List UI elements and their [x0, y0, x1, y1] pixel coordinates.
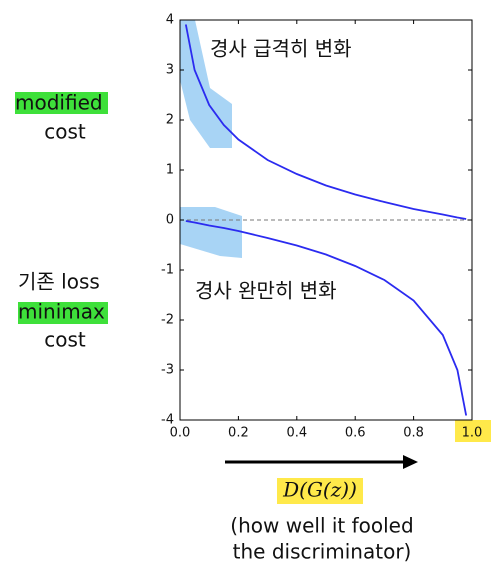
arrow-head	[403, 455, 418, 469]
y-tick-label: 1	[166, 163, 174, 178]
y-tick-label: 0	[166, 213, 174, 228]
side-label: minimax	[18, 300, 105, 324]
line	[184, 24, 467, 220]
highlight	[18, 302, 108, 324]
highlight	[277, 478, 363, 504]
line	[185, 220, 468, 416]
annotation: 경사 급격히 변화	[210, 37, 352, 61]
x-axis-note: (how well it fooled	[230, 514, 413, 538]
x-tick-label: 0.2	[228, 426, 249, 441]
y-tick-label: -1	[161, 263, 174, 278]
side-label: 기존 loss	[18, 270, 100, 294]
x-axis-note: the discriminator)	[233, 540, 412, 564]
x-axis-label: D(G(z))	[282, 478, 357, 502]
x-tick-label: 0.8	[403, 426, 424, 441]
y-tick-label: 3	[166, 63, 174, 78]
flat-region	[180, 207, 242, 258]
y-tick-label: 4	[166, 13, 174, 28]
y-tick-label: 2	[166, 113, 174, 128]
side-label: cost	[44, 120, 86, 144]
side-label: cost	[44, 328, 86, 352]
annotation: 경사 완만히 변화	[195, 279, 337, 303]
y-tick-label: -3	[161, 363, 174, 378]
side-label: modified	[15, 91, 103, 115]
highlight	[455, 420, 491, 442]
x-tick-label: 0.6	[345, 426, 366, 441]
y-tick-label: -2	[161, 313, 174, 328]
highlight	[15, 92, 108, 114]
x-tick-label: 0.0	[170, 426, 191, 441]
x-tick-label: 0.4	[286, 426, 307, 441]
y-tick-label: -4	[161, 413, 174, 428]
x-tick-label: 1.0	[462, 426, 483, 441]
steep-region	[180, 20, 232, 148]
